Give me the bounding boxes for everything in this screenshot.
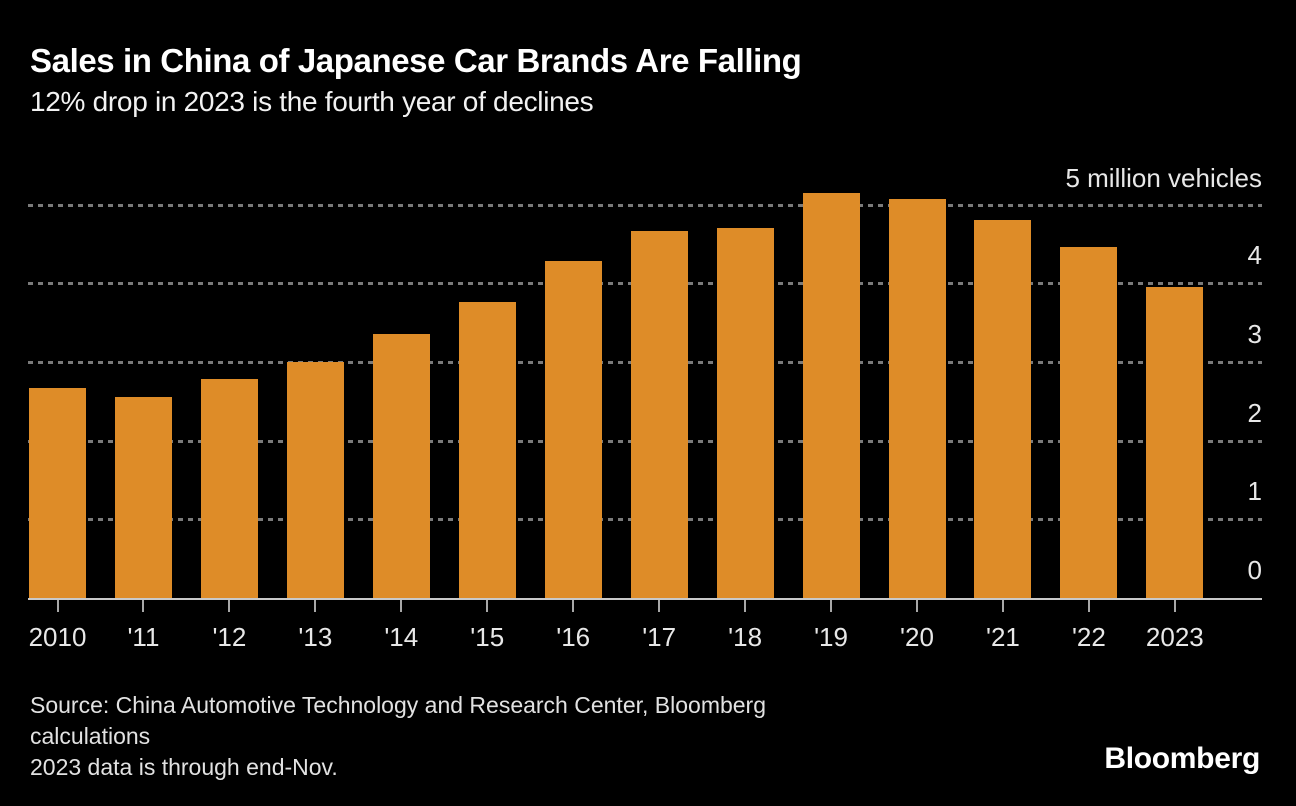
- x-tick: [56, 600, 59, 612]
- gridline-5: [28, 203, 1262, 207]
- x-tick-label-2023: 2023: [1145, 622, 1204, 652]
- bar-20: [888, 199, 946, 598]
- bar-2010: [29, 387, 86, 598]
- bar-12: [200, 378, 258, 598]
- x-tick-label-13: '13: [298, 622, 333, 652]
- bar-19: [802, 192, 860, 598]
- x-tick-label-15: '15: [470, 622, 505, 652]
- x-tick-label-19: '19: [814, 622, 848, 652]
- bar-11: [114, 396, 172, 598]
- bar-22: [1060, 247, 1118, 598]
- x-tick-label-17: '17: [642, 622, 677, 652]
- bar-13: [286, 362, 344, 598]
- x-axis-line: [28, 598, 1262, 600]
- x-tick: [142, 600, 145, 612]
- bar-14: [372, 334, 430, 598]
- x-tick-label-18: '18: [728, 622, 763, 652]
- x-tick-label-20: '20: [900, 622, 934, 652]
- x-tick: [400, 600, 403, 612]
- source-line-2: calculations: [30, 723, 151, 749]
- y-tick-label-1: 1: [1247, 476, 1262, 507]
- x-tick: [916, 600, 918, 612]
- y-tick-label-2: 2: [1247, 397, 1262, 428]
- bar-15: [458, 302, 516, 598]
- bar-2023: [1146, 286, 1204, 598]
- x-tick: [314, 600, 317, 612]
- x-tick: [572, 600, 575, 612]
- page-title: Sales in China of Japanese Car Brands Ar…: [30, 42, 802, 79]
- bloomberg-logo: Bloomberg: [1104, 742, 1260, 775]
- x-tick-label-14: '14: [384, 622, 419, 652]
- source-text: Source: China Automotive Technology and …: [30, 690, 766, 783]
- source-line-1: Source: China Automotive Technology and …: [30, 692, 767, 718]
- y-tick-label-0: 0: [1247, 555, 1262, 585]
- data-note: 2023 data is through end-Nov.: [30, 754, 338, 780]
- x-tick: [228, 600, 231, 612]
- x-tick-label-22: '22: [1071, 622, 1106, 652]
- y-tick-label-4: 4: [1247, 240, 1262, 271]
- x-tick-label-16: '16: [556, 622, 591, 652]
- x-tick: [1173, 600, 1176, 612]
- x-tick: [1001, 600, 1004, 612]
- x-tick: [658, 600, 661, 612]
- x-tick: [830, 600, 833, 612]
- x-tick-label-2010: 2010: [28, 622, 87, 652]
- x-tick: [486, 600, 489, 612]
- page-subtitle: 12% drop in 2023 is the fourth year of d…: [30, 86, 594, 117]
- bar-18: [716, 227, 774, 598]
- x-tick: [744, 600, 747, 612]
- x-tick-label-21: '21: [985, 622, 1020, 652]
- bar-21: [974, 219, 1032, 598]
- x-tick-label-12: '12: [212, 622, 247, 652]
- bar-17: [630, 231, 688, 598]
- y-tick-label-3: 3: [1247, 319, 1262, 350]
- y-axis-unit-label: 5 million vehicles: [1065, 163, 1262, 193]
- x-tick: [1087, 600, 1090, 612]
- x-tick-label-11: '11: [127, 622, 160, 652]
- bar-16: [544, 260, 602, 598]
